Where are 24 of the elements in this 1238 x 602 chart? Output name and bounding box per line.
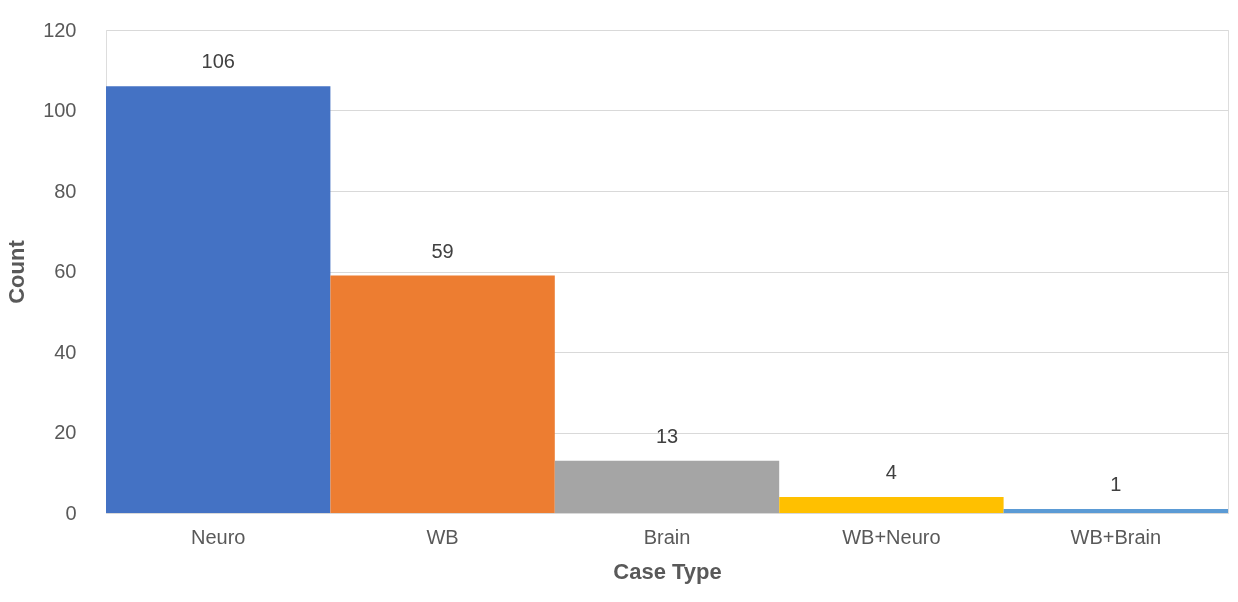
y-tick-label: 0 xyxy=(65,501,77,524)
y-axis-title: Count xyxy=(4,239,30,304)
bar xyxy=(106,86,331,513)
data-label: 13 xyxy=(655,424,679,447)
y-tick-label: 80 xyxy=(54,179,77,202)
x-axis-title: Case Type xyxy=(613,558,722,584)
y-tick-label: 100 xyxy=(43,99,77,121)
bar xyxy=(330,275,555,513)
data-label: 59 xyxy=(431,239,454,262)
x-tick-label: WB+Neuro xyxy=(842,525,941,548)
bar xyxy=(1003,508,1228,513)
data-label: 106 xyxy=(201,50,235,73)
bar xyxy=(554,460,780,513)
x-tick-label: Brain xyxy=(643,525,691,548)
x-tick-label: Neuro xyxy=(190,525,246,548)
x-tick-label: WB xyxy=(426,525,459,548)
data-label: 1 xyxy=(1110,472,1122,495)
y-tick-label: 120 xyxy=(43,18,77,41)
y-tick-label: 20 xyxy=(54,421,77,443)
y-tick-label: 60 xyxy=(54,260,77,282)
bar xyxy=(779,496,1004,513)
data-label: 4 xyxy=(885,460,897,483)
x-tick-label: WB+Brain xyxy=(1070,525,1162,548)
y-tick-label: 40 xyxy=(54,340,77,363)
